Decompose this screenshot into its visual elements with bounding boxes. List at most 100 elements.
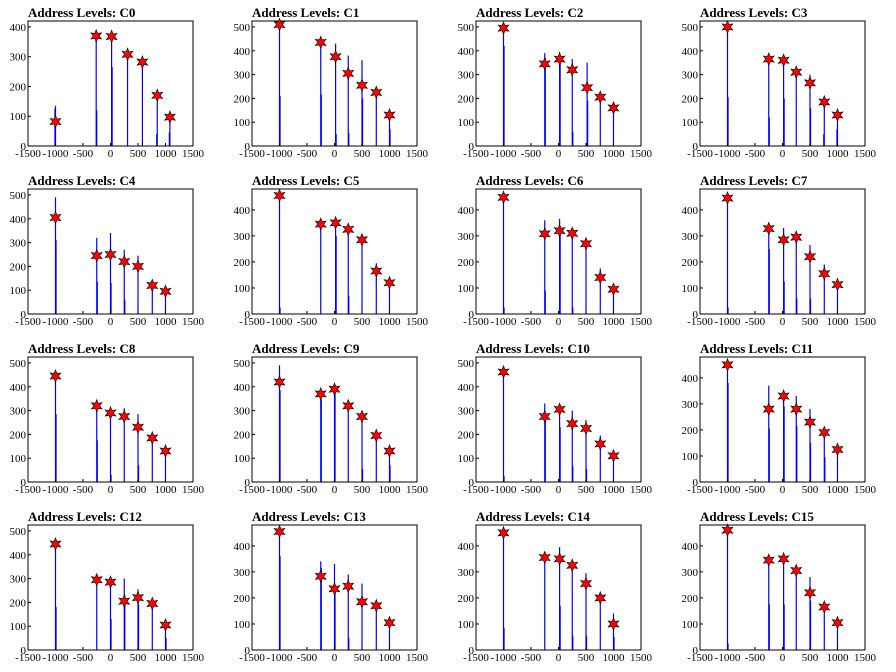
y-tick-label: 0	[693, 141, 699, 153]
chart-plot-0: 0 100 200 300 400 -1500 -1000 -500 0 500 1000 1500	[10, 20, 205, 160]
x-tick-label: -500	[73, 148, 94, 160]
x-tick-label: -1000	[267, 316, 293, 328]
x-tick-label: -1000	[43, 652, 69, 664]
axes-frame	[251, 20, 418, 147]
star-marker	[553, 551, 566, 566]
x-tick-label: 500	[802, 316, 819, 328]
chart-title: Address Levels: C1	[252, 5, 360, 20]
y-tick-label: 500	[10, 526, 27, 538]
star-marker	[355, 78, 369, 93]
y-tick-label: 400	[234, 205, 251, 217]
x-tick-label: 1500	[406, 652, 429, 664]
star-marker	[607, 616, 620, 631]
x-tick-label: 1000	[603, 316, 626, 328]
star-marker	[104, 247, 117, 262]
x-tick-label: -500	[521, 652, 542, 664]
x-tick-label: -1500	[687, 316, 713, 328]
x-tick-label: -1500	[15, 652, 41, 664]
star-marker	[594, 90, 607, 105]
x-tick-label: 0	[332, 484, 338, 496]
y-tick-label: 100	[682, 451, 699, 463]
star-marker	[90, 28, 103, 43]
x-tick-label: 0	[780, 484, 786, 496]
x-tick-label: 1000	[379, 148, 402, 160]
x-tick-label: 500	[354, 316, 371, 328]
y-tick-label: 200	[234, 93, 251, 105]
axes-frame	[699, 356, 866, 483]
y-tick-label: 0	[469, 141, 475, 153]
x-tick-label: 1000	[827, 484, 850, 496]
x-tick-label: -1500	[463, 316, 489, 328]
chart-panel-3: Address Levels: C3 0 100 200 300 400 500 -1500-…	[672, 0, 896, 168]
star-marker	[355, 409, 369, 424]
star-marker	[49, 537, 62, 552]
star-marker	[594, 590, 607, 605]
star-marker	[49, 210, 62, 225]
x-tick-label: -1000	[715, 652, 741, 664]
x-tick-label: 1500	[406, 148, 429, 160]
y-tick-label: 400	[682, 46, 699, 58]
star-marker	[497, 190, 510, 205]
x-tick-label: -500	[521, 484, 542, 496]
x-tick-label: 1500	[182, 652, 205, 664]
x-tick-label: -500	[297, 148, 318, 160]
x-tick-label: 1500	[630, 484, 653, 496]
x-tick-label: 0	[556, 484, 562, 496]
y-tick-label: 0	[21, 141, 27, 153]
y-tick-label: 0	[469, 309, 475, 321]
star-marker	[818, 94, 831, 109]
chart-panel-4: Address Levels: C4 0 100 200 300 400 500 -1500-…	[0, 168, 224, 336]
star-marker	[329, 215, 342, 230]
x-tick-label: 1500	[854, 484, 877, 496]
y-tick-label: 500	[10, 358, 27, 370]
y-tick-label: 200	[234, 429, 251, 441]
x-tick-label: 500	[578, 652, 595, 664]
y-tick-label: 400	[682, 373, 699, 385]
chart-panel-8: Address Levels: C8 0 100 200 300 400 500 -1500-…	[0, 336, 224, 504]
x-tick-label: 1000	[155, 148, 178, 160]
star-marker	[777, 53, 790, 68]
x-tick-label: -1000	[267, 652, 293, 664]
star-marker	[607, 282, 620, 297]
star-marker	[355, 594, 369, 609]
y-tick-label: 500	[458, 22, 475, 34]
y-tick-label: 400	[234, 382, 251, 394]
star-marker	[818, 266, 831, 281]
star-marker	[121, 47, 134, 62]
axes-frame	[699, 188, 866, 315]
x-tick-label: 0	[556, 652, 562, 664]
y-tick-label: 400	[458, 205, 475, 217]
star-marker	[777, 551, 790, 566]
chart-title: Address Levels: C3	[700, 5, 808, 20]
chart-plot-15: 0 100 200 300 400 -1500 -1000 -500 0 500 1000 1500	[682, 523, 877, 664]
star-marker	[790, 402, 803, 417]
star-marker	[370, 598, 383, 613]
x-tick-label: -500	[521, 316, 542, 328]
x-tick-label: -1000	[491, 316, 517, 328]
y-tick-label: 100	[10, 453, 27, 465]
x-tick-label: 0	[780, 652, 786, 664]
y-tick-label: 200	[458, 93, 475, 105]
star-marker	[131, 590, 145, 605]
star-marker	[90, 572, 103, 587]
star-marker	[146, 596, 159, 611]
x-tick-label: -500	[745, 484, 766, 496]
y-tick-label: 0	[469, 477, 475, 489]
x-tick-label: -500	[745, 652, 766, 664]
y-tick-label: 200	[458, 593, 475, 605]
star-marker	[579, 421, 593, 436]
star-marker	[790, 230, 803, 245]
star-marker	[831, 615, 844, 630]
chart-panel-2: Address Levels: C2 0 100 200 300 400 500 -1500-…	[448, 0, 672, 168]
chart-panel-5: Address Levels: C5 0 100 200 300 400 -1500 -100…	[224, 168, 448, 336]
y-tick-label: 0	[693, 477, 699, 489]
x-tick-label: -500	[297, 652, 318, 664]
star-marker	[538, 56, 551, 71]
chart-title: Address Levels: C2	[476, 5, 584, 20]
star-marker	[370, 85, 383, 100]
chart-plot-3: 0 100 200 300 400 500 -1500 -1000 -500 0 500 1000 15…	[682, 19, 877, 160]
star-marker	[581, 80, 594, 95]
x-tick-label: -1000	[43, 484, 69, 496]
x-tick-label: -500	[745, 316, 766, 328]
y-tick-label: 100	[458, 283, 475, 295]
